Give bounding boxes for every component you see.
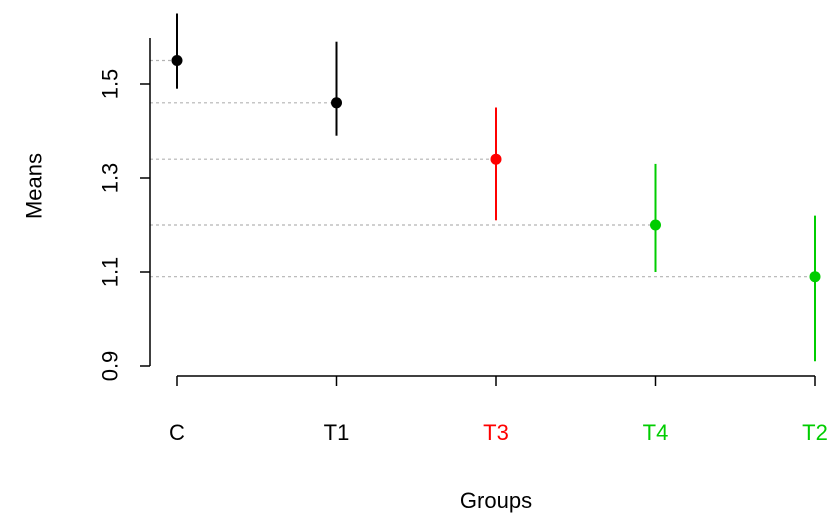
mean-point-c <box>171 55 183 66</box>
x-axis: C T1 T3 T4 T2 <box>169 375 828 445</box>
y-tick-label: 1.5 <box>98 69 123 100</box>
mean-point-t4 <box>650 219 661 231</box>
x-tick-label-t3: T3 <box>483 420 509 445</box>
x-tick-label-t2: T2 <box>802 420 828 445</box>
y-axis: 0.9 1.1 1.3 1.5 <box>98 38 151 381</box>
mean-point-t1 <box>331 97 342 109</box>
mean-point-t2 <box>809 271 821 283</box>
x-tick-label-t1: T1 <box>324 420 350 445</box>
y-tick-label: 1.3 <box>98 163 123 194</box>
x-tick-label-c: C <box>169 420 185 445</box>
y-axis-title: Means <box>22 153 47 219</box>
y-tick-label: 1.1 <box>98 257 123 288</box>
x-axis-title: Groups <box>460 488 532 513</box>
error-bars <box>176 13 816 362</box>
reference-lines <box>150 59 815 278</box>
y-tick-label: 0.9 <box>98 351 123 382</box>
mean-points <box>171 55 821 283</box>
x-tick-label-t4: T4 <box>643 420 669 445</box>
mean-point-t3 <box>490 153 502 165</box>
